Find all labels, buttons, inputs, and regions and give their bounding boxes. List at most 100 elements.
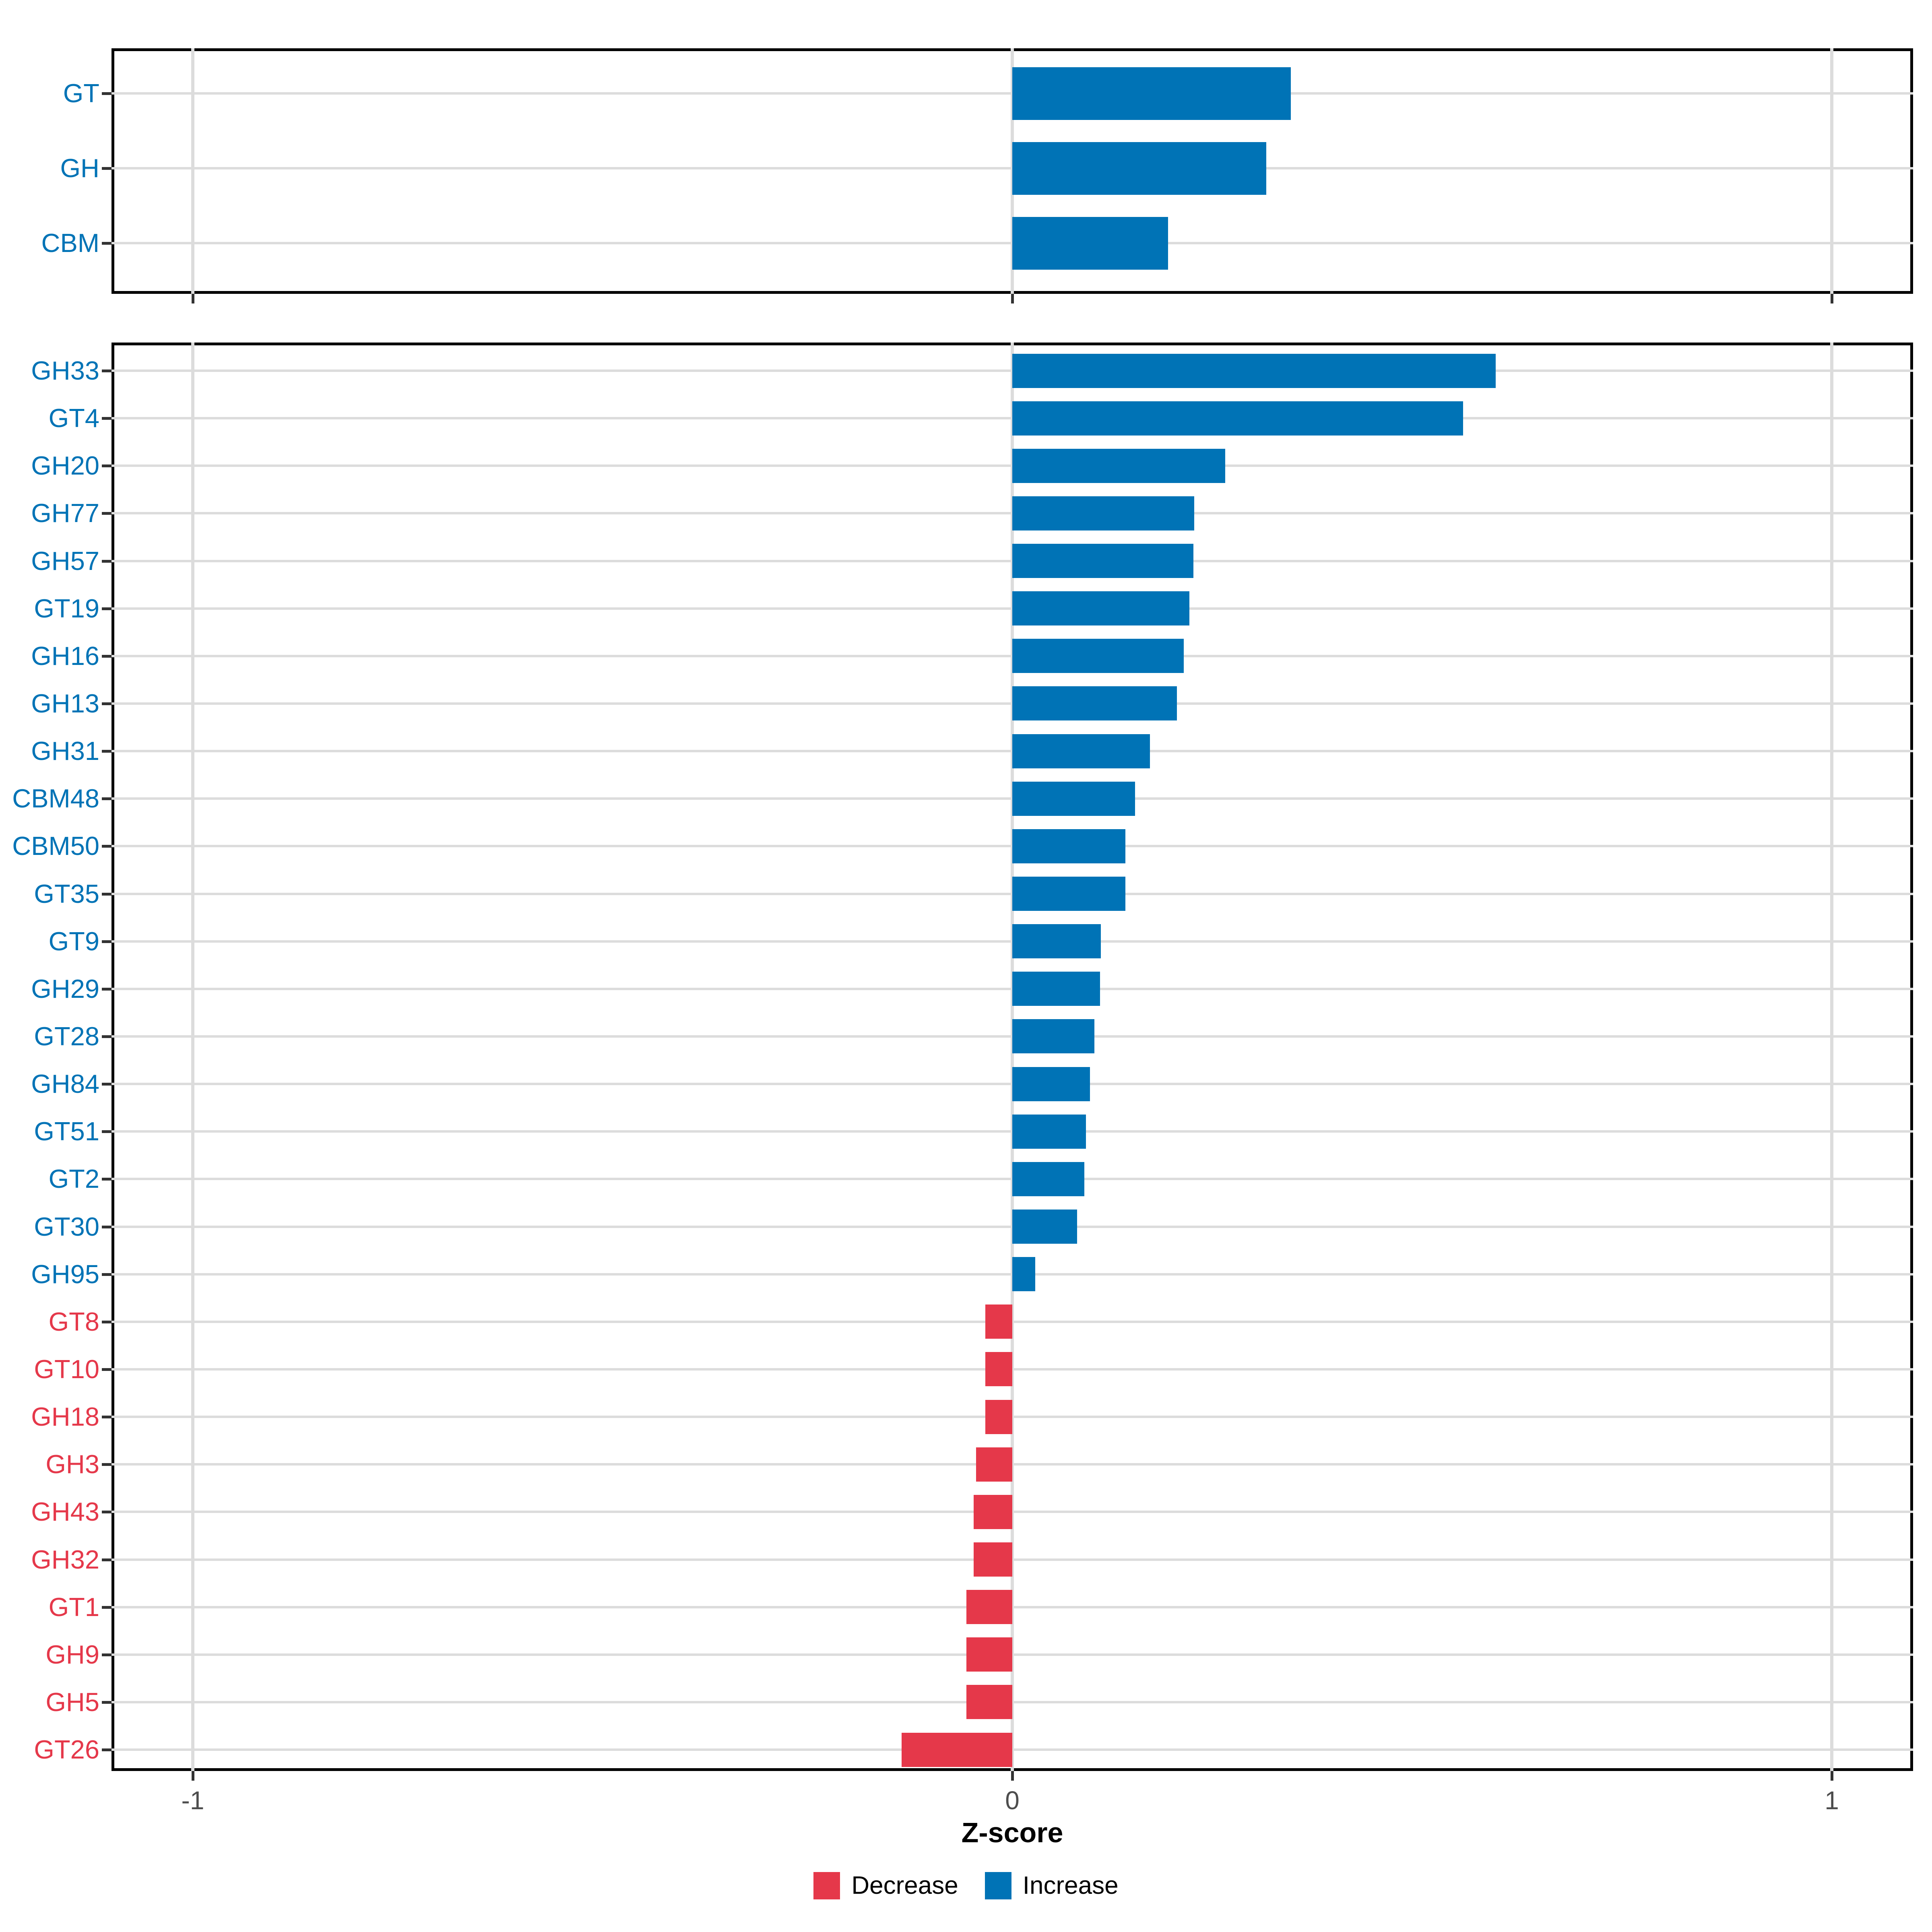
category-label-gt28: GT28 (34, 1021, 99, 1051)
y-axis-tick (102, 464, 111, 468)
y-axis-tick (102, 702, 111, 705)
category-label-gt51: GT51 (34, 1117, 99, 1146)
y-axis-tick (102, 845, 111, 848)
category-label-gt: GT (63, 78, 99, 108)
category-label-gt30: GT30 (34, 1212, 99, 1241)
x-axis-tick (192, 294, 194, 303)
category-label-gh33: GH33 (31, 356, 99, 385)
y-axis-tick (102, 1463, 111, 1466)
gridline-horizontal (111, 1511, 1913, 1513)
gridline-horizontal (111, 1606, 1913, 1608)
category-label-cbm: CBM (41, 228, 99, 258)
category-label-gh84: GH84 (31, 1069, 99, 1099)
y-axis-tick (102, 242, 111, 245)
y-axis-tick (102, 369, 111, 372)
y-axis-tick (102, 1701, 111, 1704)
bar-gh43 (974, 1494, 1012, 1529)
y-axis-tick (102, 1130, 111, 1133)
bar-gh32 (974, 1542, 1012, 1577)
category-label-gh95: GH95 (31, 1259, 99, 1289)
gridline-horizontal (111, 1463, 1913, 1466)
x-axis-title: Z-score (961, 1817, 1063, 1848)
y-axis-tick (102, 92, 111, 95)
legend-label: Decrease (851, 1872, 958, 1899)
bar-gt51 (1012, 1114, 1086, 1149)
bar-gh33 (1012, 353, 1496, 388)
gridline-vertical (1830, 48, 1833, 294)
x-tick-label: 1 (1825, 1786, 1839, 1815)
gridline-vertical (1830, 343, 1833, 1771)
y-axis-tick (102, 512, 111, 515)
bar-gt35 (1012, 877, 1125, 911)
legend-swatch-decrease (813, 1872, 840, 1899)
category-label-gh: GH (60, 153, 100, 183)
panel-families (111, 343, 1913, 1771)
legend-label: Increase (1022, 1872, 1119, 1899)
y-axis-tick (102, 987, 111, 991)
category-label-gt19: GT19 (34, 593, 99, 623)
category-label-gh3: GH3 (45, 1449, 99, 1479)
y-axis-tick (102, 559, 111, 563)
y-axis-tick (102, 797, 111, 801)
y-axis-tick (102, 607, 111, 610)
bar-gt8 (985, 1305, 1012, 1339)
gridline-horizontal (111, 1368, 1913, 1371)
y-axis-tick (102, 1273, 111, 1276)
bar-gt10 (985, 1352, 1012, 1387)
gridline-horizontal (111, 1558, 1913, 1561)
panel-classes (111, 48, 1913, 294)
bar-gh (1012, 142, 1267, 195)
gridline-horizontal (111, 1416, 1913, 1418)
y-axis-tick (102, 417, 111, 420)
x-tick-label: -1 (181, 1786, 204, 1815)
gridline-horizontal (111, 1653, 1913, 1656)
bar-gt1 (966, 1590, 1012, 1624)
y-axis-tick (102, 1748, 111, 1752)
category-label-gh13: GH13 (31, 688, 99, 718)
x-axis-tick (1831, 1771, 1833, 1781)
bar-gt26 (902, 1732, 1012, 1767)
y-axis-tick (102, 1653, 111, 1656)
legend-item-increase: Increase (985, 1870, 1119, 1902)
category-label-gh77: GH77 (31, 498, 99, 528)
category-label-gh57: GH57 (31, 546, 99, 576)
bar-gt4 (1012, 401, 1463, 436)
y-axis-tick (102, 1416, 111, 1419)
category-label-gt35: GT35 (34, 879, 99, 908)
y-axis-tick (102, 1035, 111, 1038)
gridline-vertical (191, 48, 194, 294)
y-axis-tick (102, 750, 111, 753)
category-label-gh29: GH29 (31, 974, 99, 1003)
y-axis-tick (102, 1511, 111, 1514)
bar-cbm50 (1012, 829, 1125, 863)
bar-gh84 (1012, 1067, 1090, 1101)
category-label-gt4: GT4 (48, 403, 99, 433)
legend-item-decrease: Decrease (813, 1870, 958, 1902)
x-axis-tick (1831, 294, 1833, 303)
bar-gt19 (1012, 591, 1189, 626)
y-axis-tick (102, 167, 111, 170)
y-axis-tick (102, 654, 111, 658)
category-label-gh32: GH32 (31, 1544, 99, 1574)
category-label-gh43: GH43 (31, 1497, 99, 1527)
y-axis-tick (102, 892, 111, 896)
bar-gt (1012, 67, 1291, 120)
gridline-horizontal (111, 1701, 1913, 1703)
category-label-gh9: GH9 (45, 1639, 99, 1669)
bar-gh18 (985, 1399, 1012, 1434)
bar-gt9 (1012, 924, 1101, 959)
category-label-gh20: GH20 (31, 451, 99, 481)
bar-gh95 (1012, 1257, 1035, 1292)
bar-gh20 (1012, 448, 1226, 483)
bar-cbm (1012, 217, 1168, 270)
bar-gh31 (1012, 734, 1150, 768)
y-axis-tick (102, 1558, 111, 1561)
bar-gh77 (1012, 496, 1194, 530)
gridline-horizontal (111, 1748, 1913, 1751)
bar-cbm48 (1012, 781, 1135, 816)
bar-gh13 (1012, 686, 1177, 721)
y-axis-tick (102, 1083, 111, 1086)
bar-gt28 (1012, 1019, 1094, 1054)
legend: Decrease Increase (0, 1870, 1932, 1902)
category-label-gh31: GH31 (31, 736, 99, 766)
